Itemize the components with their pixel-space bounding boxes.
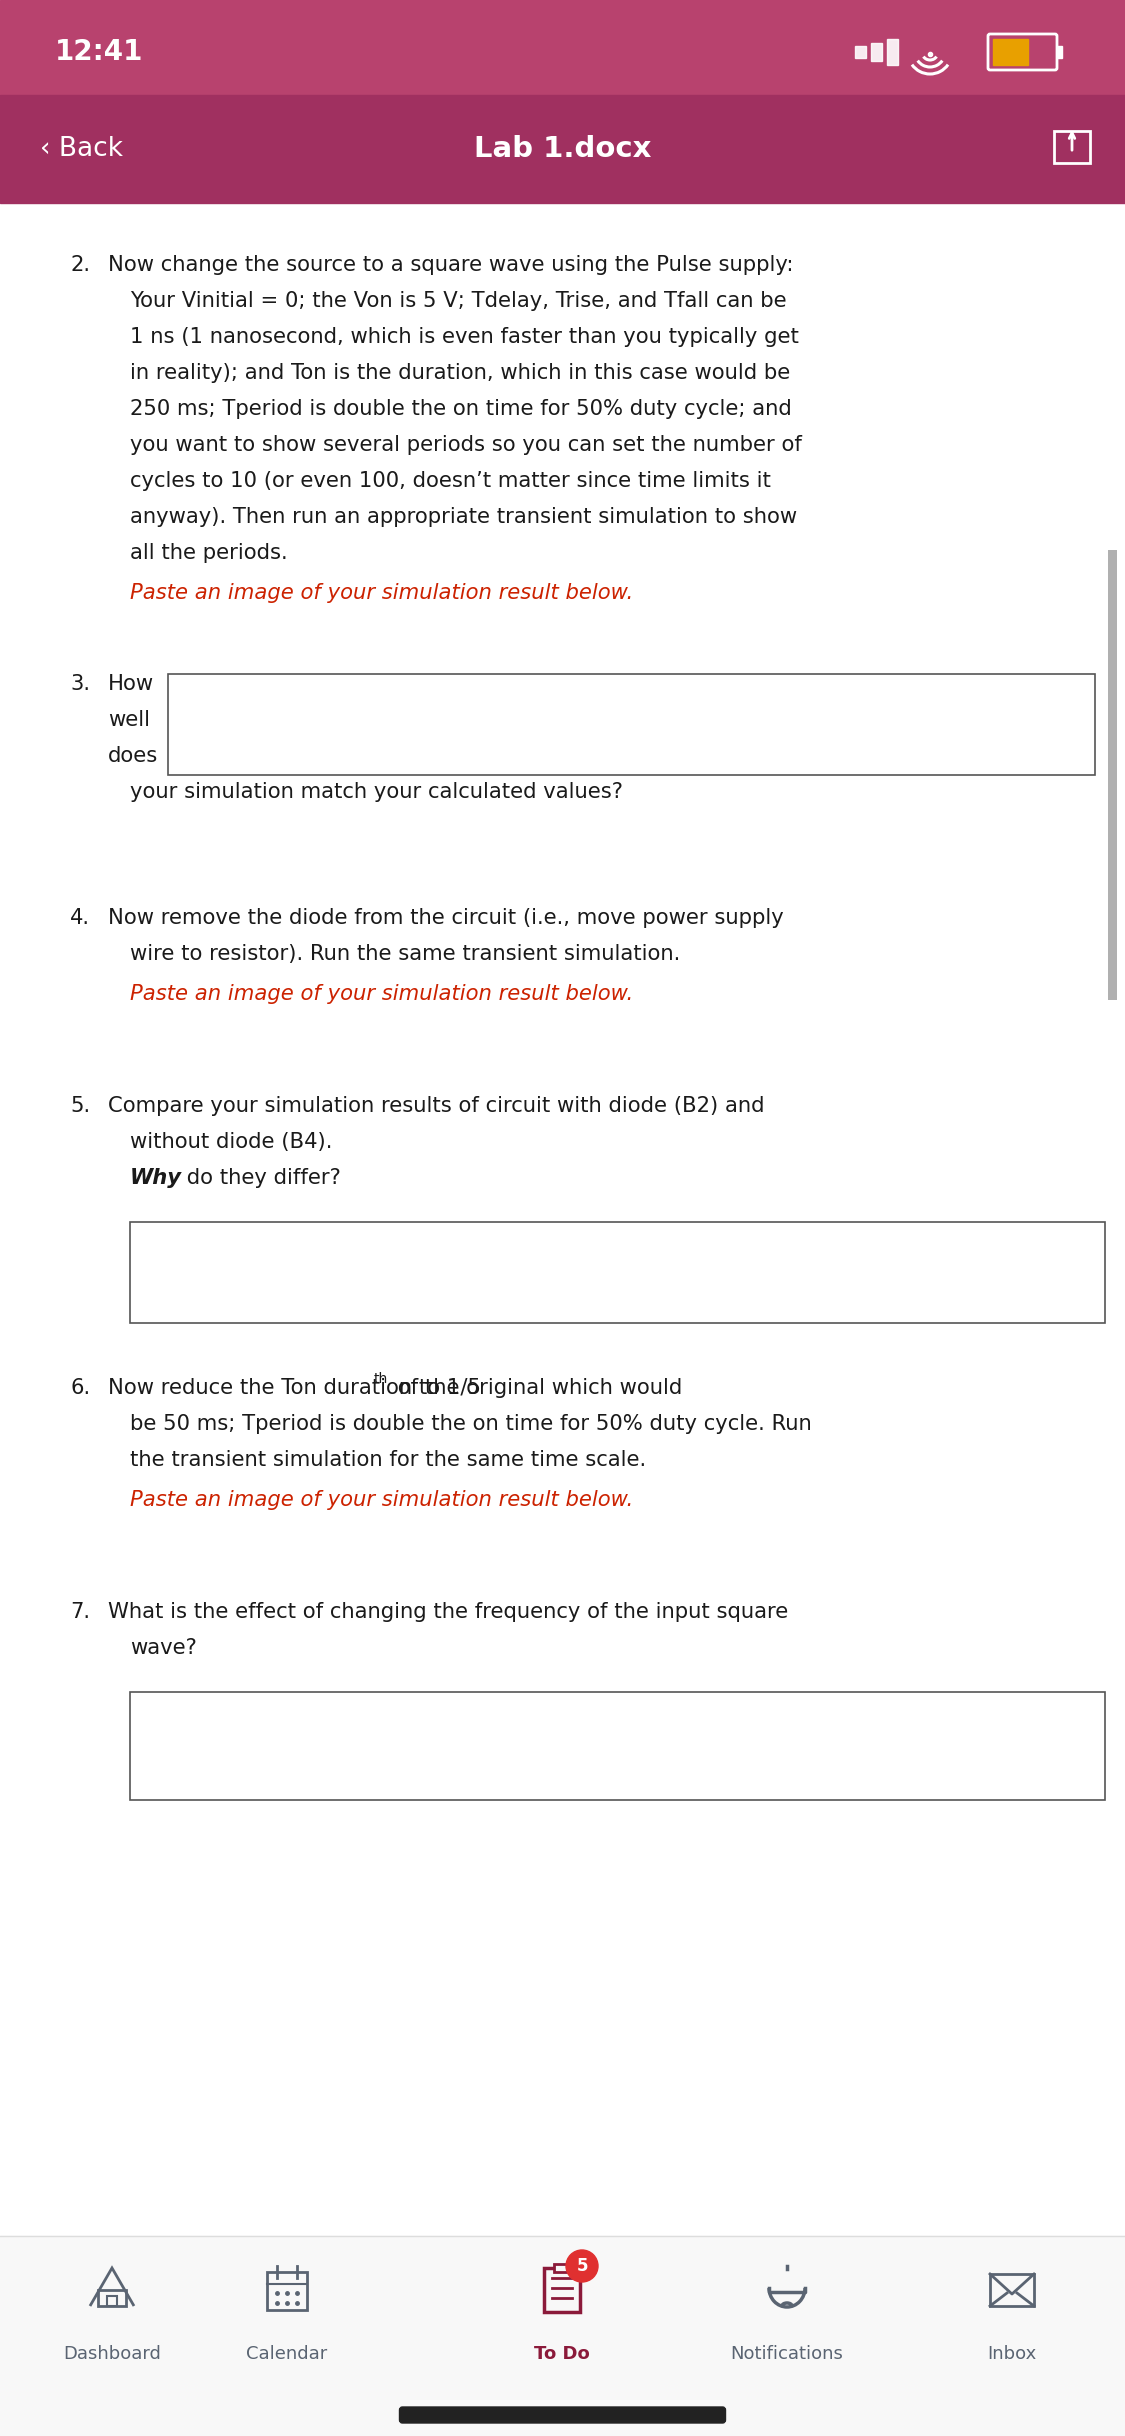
Text: Lab 1.docx: Lab 1.docx [474, 134, 651, 163]
Text: To Do: To Do [534, 2346, 590, 2363]
Text: 5.: 5. [70, 1096, 90, 1116]
Bar [0, 95, 1125, 202]
Text: be 50 ms; Tperiod is double the on time for 50% duty cycle. Run: be 50 ms; Tperiod is double the on time … [130, 1413, 812, 1435]
Bar [130, 1691, 1105, 1800]
Text: your simulation match your calculated values?: your simulation match your calculated va… [130, 782, 623, 801]
Text: in reality); and Ton is the duration, which in this case would be: in reality); and Ton is the duration, wh… [130, 363, 790, 382]
Text: Compare your simulation results of circuit with diode (B2) and: Compare your simulation results of circu… [108, 1096, 765, 1116]
Text: cycles to 10 (or even 100, doesn’t matter since time limits it: cycles to 10 (or even 100, doesn’t matte… [130, 470, 771, 492]
Text: Inbox: Inbox [988, 2346, 1036, 2363]
Text: Notifications: Notifications [730, 2346, 844, 2363]
Circle shape [566, 2251, 598, 2283]
Text: wave?: wave? [130, 1637, 197, 1659]
Text: 12:41: 12:41 [55, 39, 143, 66]
FancyBboxPatch shape [399, 2407, 726, 2424]
Bar [98, 2290, 126, 2307]
Text: ‹ Back: ‹ Back [40, 136, 123, 163]
Text: 2.: 2. [70, 256, 90, 275]
Bar [871, 44, 882, 61]
Text: of the original which would: of the original which would [392, 1379, 683, 1398]
Text: do they differ?: do they differ? [180, 1167, 341, 1189]
Text: th: th [374, 1371, 387, 1386]
Text: wire to resistor). Run the same transient simulation.: wire to resistor). Run the same transien… [130, 945, 681, 965]
Text: 6.: 6. [70, 1379, 90, 1398]
Text: 3.: 3. [70, 675, 90, 694]
Text: 250 ms; Tperiod is double the on time for 50% duty cycle; and: 250 ms; Tperiod is double the on time fo… [130, 400, 792, 419]
Text: without diode (B4).: without diode (B4). [130, 1133, 332, 1152]
Bar [1108, 551, 1117, 1001]
Bar [990, 2273, 1034, 2307]
Text: 1 ns (1 nanosecond, which is even faster than you typically get: 1 ns (1 nanosecond, which is even faster… [130, 326, 799, 346]
Bar [855, 46, 866, 58]
Text: all the periods.: all the periods. [130, 543, 288, 563]
Text: Paste an image of your simulation result below.: Paste an image of your simulation result… [130, 1491, 633, 1510]
Text: does: does [108, 745, 159, 765]
Text: What is the effect of changing the frequency of the input square: What is the effect of changing the frequ… [108, 1603, 789, 1622]
Text: How: How [108, 675, 154, 694]
Text: 4.: 4. [70, 909, 90, 928]
Text: Calendar: Calendar [246, 2346, 327, 2363]
Text: Now change the source to a square wave using the Pulse supply:: Now change the source to a square wave u… [108, 256, 793, 275]
Text: Now reduce the Ton duration to 1/5: Now reduce the Ton duration to 1/5 [108, 1379, 481, 1398]
Bar [554, 2263, 570, 2273]
Text: Why: Why [130, 1167, 182, 1189]
Text: Paste an image of your simulation result below.: Paste an image of your simulation result… [130, 582, 633, 604]
Bar [544, 2268, 580, 2312]
Bar [130, 1223, 1105, 1323]
Text: Now remove the diode from the circuit (i.e., move power supply: Now remove the diode from the circuit (i… [108, 909, 784, 928]
Text: 5: 5 [576, 2258, 587, 2275]
Text: you want to show several periods so you can set the number of: you want to show several periods so you … [130, 436, 802, 456]
Text: Dashboard: Dashboard [63, 2346, 161, 2363]
Text: Your Vinitial = 0; the Von is 5 V; Tdelay, Trise, and Tfall can be: Your Vinitial = 0; the Von is 5 V; Tdela… [130, 290, 786, 312]
Text: Paste an image of your simulation result below.: Paste an image of your simulation result… [130, 984, 633, 1004]
Bar [168, 675, 1095, 775]
Bar [1058, 46, 1062, 58]
Bar [886, 39, 898, 66]
Text: anyway). Then run an appropriate transient simulation to show: anyway). Then run an appropriate transie… [130, 507, 798, 526]
Bar [0, 2236, 1125, 2436]
Bar [993, 39, 1028, 66]
Bar [0, 0, 1125, 95]
Text: well: well [108, 709, 150, 731]
Bar [267, 2273, 307, 2309]
Text: the transient simulation for the same time scale.: the transient simulation for the same ti… [130, 1449, 646, 1469]
Bar [107, 2297, 117, 2307]
Text: 7.: 7. [70, 1603, 90, 1622]
